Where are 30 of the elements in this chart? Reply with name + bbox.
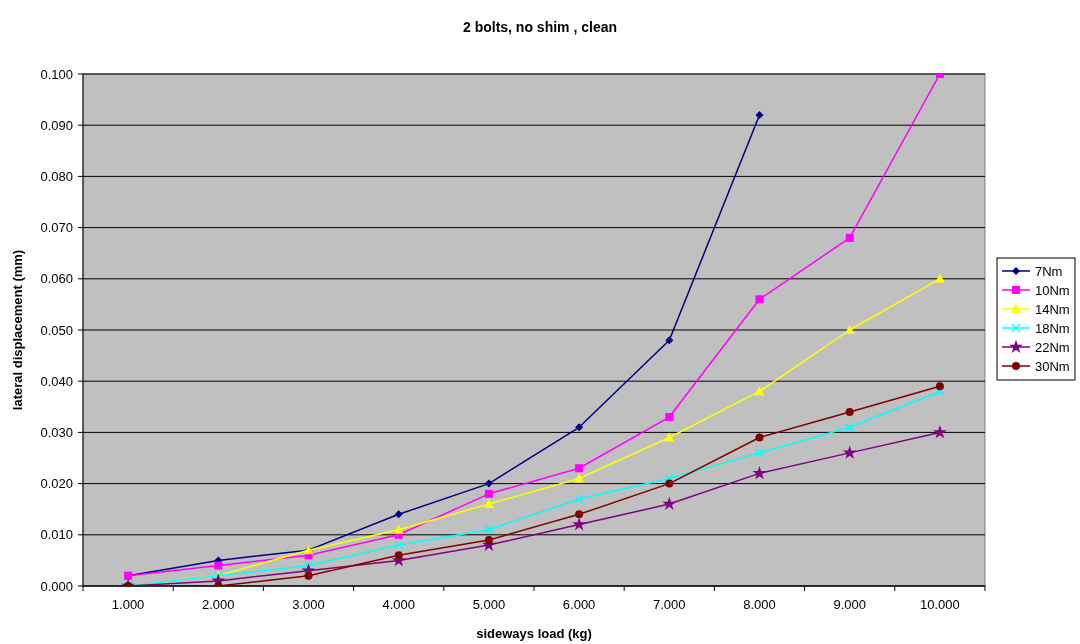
y-tick-label: 0.030 — [40, 424, 73, 440]
x-tick-label: 2.000 — [202, 597, 235, 612]
x-tick-label: 7.000 — [653, 597, 686, 612]
y-tick-label: 0.040 — [40, 373, 73, 389]
y-tick-label: 0.100 — [40, 66, 73, 82]
x-tick-label: 4.000 — [382, 597, 415, 612]
x-tick-label: 8.000 — [743, 597, 776, 612]
y-tick-label: 0.080 — [40, 168, 73, 184]
legend-label: 22Nm — [1035, 339, 1070, 355]
x-tick-label: 3.000 — [292, 597, 325, 612]
x-tick-label: 6.000 — [562, 597, 596, 612]
x-axis-title: sideways load (kg) — [476, 626, 592, 641]
y-tick-label: 0.090 — [40, 117, 73, 133]
y-tick-label: 0.010 — [40, 527, 73, 543]
x-tick-label: 10.000 — [920, 597, 960, 612]
y-tick-label: 0.070 — [40, 220, 73, 236]
legend-label: 18Nm — [1035, 320, 1070, 336]
chart-title: 2 bolts, no shim , clean — [462, 19, 618, 35]
x-tick-label: 5.000 — [472, 597, 506, 612]
legend-label: 30Nm — [1035, 358, 1070, 374]
x-tick-label: 1.000 — [111, 597, 145, 612]
legend-label: 7Nm — [1035, 263, 1063, 279]
legend-label: 10Nm — [1035, 282, 1070, 298]
x-tick-label: 9.000 — [833, 597, 866, 612]
y-tick-label: 0.060 — [40, 271, 73, 287]
y-tick-label: 0.000 — [40, 578, 73, 594]
y-tick-label: 0.050 — [40, 322, 73, 338]
y-tick-label: 0.020 — [40, 476, 73, 492]
legend-label: 14Nm — [1035, 301, 1070, 317]
y-axis-title: lateral displacement (mm) — [10, 249, 25, 411]
